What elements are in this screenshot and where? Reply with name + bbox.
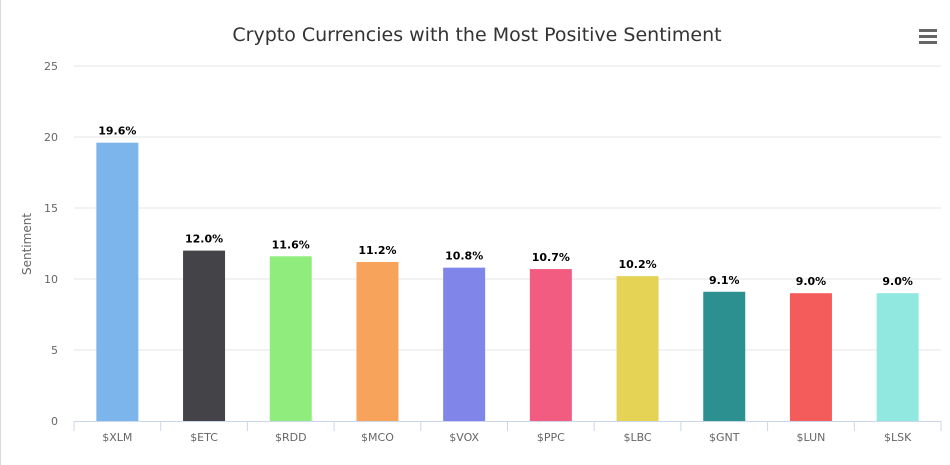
x-tick-label: $LBC <box>623 431 651 444</box>
bar-value-label: 11.2% <box>358 244 396 257</box>
y-axis-ticks: 0 5 10 15 20 25 <box>44 60 58 428</box>
hamburger-menu-icon <box>919 29 937 32</box>
bar-value-label: 12.0% <box>185 233 223 246</box>
bar-value-label: 10.7% <box>532 251 570 264</box>
bar[interactable] <box>96 142 139 421</box>
x-tick-label: $LSK <box>884 431 912 444</box>
y-tick-label: 20 <box>44 131 58 144</box>
y-tick-label: 15 <box>44 202 58 215</box>
x-tick-label: $XLM <box>102 431 132 444</box>
y-tick-label: 5 <box>51 344 58 357</box>
y-tick-label: 10 <box>44 273 58 286</box>
hamburger-menu-icon-bar <box>919 35 937 38</box>
bar-value-label: 19.6% <box>98 125 136 138</box>
bar-value-label: 11.6% <box>272 238 310 251</box>
bar[interactable] <box>529 269 572 421</box>
x-tick-label: $LUN <box>797 431 826 444</box>
bar[interactable] <box>876 293 919 421</box>
y-tick-label: 0 <box>51 415 58 428</box>
x-axis: $XLM $ETC $RDD $MCO $VOX $PPC $LBC $GNT $LUN $LSK <box>73 421 942 444</box>
bar-value-label: 10.2% <box>618 258 656 271</box>
x-tick-label: $ETC <box>190 431 218 444</box>
x-tick-label: $MCO <box>361 431 394 444</box>
bars <box>96 142 919 421</box>
bar[interactable] <box>703 291 746 421</box>
bar[interactable] <box>616 276 659 421</box>
bar[interactable] <box>789 293 832 421</box>
bar[interactable] <box>443 267 486 421</box>
hamburger-menu-icon-bar <box>919 41 937 44</box>
bar-value-label: 9.0% <box>796 275 827 288</box>
chart-title: Crypto Currencies with the Most Positive… <box>232 24 721 46</box>
x-tick-label: $PPC <box>537 431 565 444</box>
bar-value-label: 10.8% <box>445 250 483 263</box>
bar[interactable] <box>356 261 399 421</box>
x-tick-label: $RDD <box>275 431 307 444</box>
x-tick-label: $GNT <box>709 431 740 444</box>
bar-value-label: 9.0% <box>882 275 913 288</box>
bar-value-label: 9.1% <box>709 274 740 287</box>
y-tick-label: 25 <box>44 60 58 73</box>
bar[interactable] <box>183 250 226 421</box>
chart-menu-button[interactable] <box>916 27 940 49</box>
x-tick-label: $VOX <box>449 431 479 444</box>
y-axis-label: Sentiment <box>20 213 34 275</box>
data-labels: 19.6% 12.0% 11.6% 11.2% 10.8% 10.7% 10.2% 9.1% 9… <box>98 125 913 289</box>
bar[interactable] <box>269 256 312 421</box>
